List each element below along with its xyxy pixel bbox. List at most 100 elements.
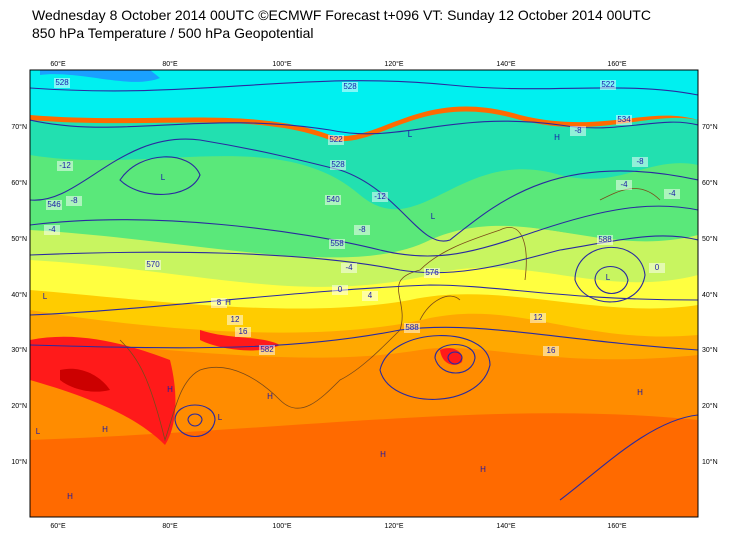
contour-label: 0	[655, 263, 660, 272]
pressure-center: L	[408, 130, 413, 139]
contour-label-bg	[404, 323, 420, 333]
lon-label-bottom: 60°E	[50, 522, 66, 530]
lat-label-left: 60°N	[11, 179, 27, 187]
map-frame	[29, 69, 699, 518]
pressure-center: H	[167, 385, 173, 394]
contour-label: 4	[368, 291, 373, 300]
contour-label-bg	[632, 157, 648, 167]
lat-label-right: 30°N	[702, 346, 718, 354]
contour-label-bg	[57, 161, 73, 171]
contour-label-bg	[46, 200, 62, 210]
contour-label-bg	[354, 225, 370, 235]
title-line-2: 850 hPa Temperature / 500 hPa Geopotenti…	[32, 25, 314, 41]
contour-label-bg	[66, 196, 82, 206]
contour-label-bg	[145, 260, 161, 270]
lat-label-left: 30°N	[11, 346, 27, 354]
contour-label-bg	[235, 327, 251, 337]
pressure-center: H	[554, 133, 560, 142]
contour-label: 12	[231, 315, 240, 324]
contour-label-bg	[424, 268, 440, 278]
contour-label-bg	[341, 263, 357, 273]
contour-label: 522	[601, 80, 615, 89]
contour-label: -4	[48, 225, 56, 234]
contour-label: 546	[47, 200, 61, 209]
contour-label: 582	[260, 345, 274, 354]
contour-label: -8	[70, 196, 78, 205]
contour-label: 534	[617, 115, 631, 124]
contour-label: 16	[239, 327, 248, 336]
contour-label-bg	[54, 78, 70, 88]
contour-label: -8	[358, 225, 366, 234]
contour-label-bg	[227, 315, 243, 325]
contour-label: 540	[326, 195, 340, 204]
contour-label: 16	[547, 346, 556, 355]
contour-label-bg	[649, 263, 665, 273]
lon-label-bottom: 140°E	[496, 522, 515, 530]
contour-label-bg	[664, 189, 680, 199]
pressure-center: H	[380, 450, 386, 459]
contour-label: 522	[329, 135, 343, 144]
contour-label: 0	[338, 285, 343, 294]
contour-label-bg	[543, 346, 559, 356]
lon-label-top: 120°E	[384, 60, 403, 68]
lat-label-left: 70°N	[11, 123, 27, 131]
contour-label: -8	[574, 126, 582, 135]
pressure-center: H	[267, 392, 273, 401]
contour-label: -4	[668, 189, 676, 198]
contour-label-bg	[570, 126, 586, 136]
lon-label-bottom: 120°E	[384, 522, 403, 530]
contour-label: 558	[330, 239, 344, 248]
pressure-center: H	[225, 298, 231, 307]
lat-label-right: 10°N	[702, 458, 718, 466]
contour-label: 576	[425, 268, 439, 277]
lat-label-right: 60°N	[702, 179, 718, 187]
pressure-center: L	[218, 413, 223, 422]
pressure-center: H	[480, 465, 486, 474]
pressure-center: L	[431, 212, 436, 221]
contour-label-bg	[332, 285, 348, 295]
contour-label: -4	[345, 263, 353, 272]
lat-label-right: 70°N	[702, 123, 718, 131]
contour-label-bg	[362, 291, 378, 301]
contour-label-bg	[330, 160, 346, 170]
lon-label-bottom: 160°E	[607, 522, 626, 530]
lon-label-bottom: 80°E	[162, 522, 178, 530]
pressure-center: H	[637, 388, 643, 397]
lon-label-top: 100°E	[272, 60, 291, 68]
contour-label: 588	[405, 323, 419, 332]
contour-label-bg	[616, 115, 632, 125]
lon-label-top: 160°E	[607, 60, 626, 68]
contour-label: 570	[146, 260, 160, 269]
lat-label-left: 10°N	[11, 458, 27, 466]
lon-label-top: 80°E	[162, 60, 178, 68]
contour-label-bg	[616, 180, 632, 190]
pressure-center: L	[36, 427, 41, 436]
lat-label-right: 50°N	[702, 235, 718, 243]
contour-label-bg	[325, 195, 341, 205]
pressure-center: H	[67, 492, 73, 501]
lat-label-right: 40°N	[702, 291, 718, 299]
contour-label-bg	[342, 82, 358, 92]
lon-label-top: 140°E	[496, 60, 515, 68]
contour-label-bg	[372, 192, 388, 202]
pressure-center: L	[43, 292, 48, 301]
contour-label: -8	[636, 157, 644, 166]
contour-label-bg	[259, 345, 275, 355]
contour-label: -12	[374, 192, 386, 201]
contour-label-bg	[329, 239, 345, 249]
contour-label: 528	[343, 82, 357, 91]
lon-label-bottom: 100°E	[272, 522, 291, 530]
pressure-center: L	[606, 273, 611, 282]
contour-label-bg	[44, 225, 60, 235]
lat-label-left: 40°N	[11, 291, 27, 299]
pressure-center: H	[102, 425, 108, 434]
contour-label: 588	[598, 235, 612, 244]
title-line-1: Wednesday 8 October 2014 00UTC ©ECMWF Fo…	[32, 7, 651, 23]
contour-label: -4	[620, 180, 628, 189]
contour-label: 528	[55, 78, 69, 87]
contour-label: 528	[331, 160, 345, 169]
contour-label: -12	[59, 161, 71, 170]
lat-label-left: 50°N	[11, 235, 27, 243]
contour-label: 8	[217, 298, 222, 307]
